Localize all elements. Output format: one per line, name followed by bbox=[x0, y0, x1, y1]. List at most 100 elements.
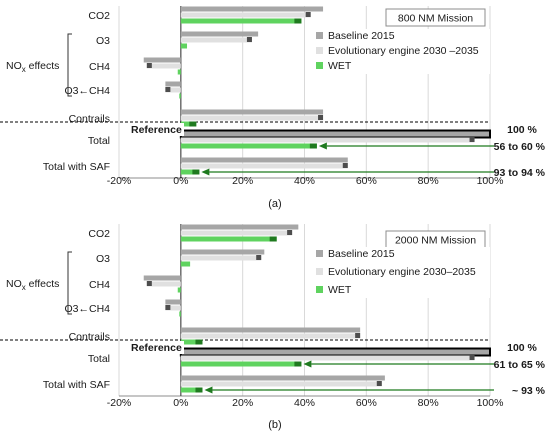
category-label: CH4 bbox=[89, 279, 110, 291]
bar-6-series-1 bbox=[180, 381, 382, 387]
x-tick-label: 20% bbox=[232, 175, 253, 187]
wet-end-marker bbox=[309, 143, 317, 149]
bar-6-series-0 bbox=[180, 157, 348, 163]
bar-5-series-0 bbox=[179, 129, 491, 139]
legend-bg bbox=[312, 29, 490, 74]
legend-label: Baseline 2015 bbox=[328, 30, 395, 42]
evolutionary-end-marker bbox=[469, 137, 475, 142]
wet-end-marker bbox=[192, 169, 200, 175]
annotation-arrowhead bbox=[201, 168, 210, 176]
bar-5-series-1 bbox=[180, 355, 475, 361]
wet-end-marker bbox=[195, 339, 203, 345]
bar-4-series-2 bbox=[180, 121, 197, 127]
bar-5-series-0 bbox=[179, 347, 491, 357]
bar-3-series-2 bbox=[179, 311, 181, 317]
annotation-label: 93 to 94 % bbox=[494, 167, 546, 179]
reference-label-bg bbox=[128, 123, 184, 136]
reference-value-label: 100 % bbox=[507, 124, 537, 136]
category-label: Total bbox=[88, 135, 110, 147]
bar-0-series-0 bbox=[180, 6, 324, 12]
evolutionary-end-marker bbox=[318, 115, 324, 120]
bar-0-series-2 bbox=[180, 18, 302, 24]
annotation-arrowhead bbox=[303, 360, 312, 368]
caption: (b) bbox=[268, 419, 281, 431]
bar-1-series-1 bbox=[180, 255, 262, 261]
bar-2-series-1 bbox=[146, 281, 181, 287]
x-tick-label: 20% bbox=[232, 397, 253, 409]
bar-0-series-1 bbox=[180, 230, 293, 236]
annotation-label: 56 to 60 % bbox=[494, 141, 546, 153]
bar-6-series-1 bbox=[180, 163, 348, 169]
bar-3-series-1 bbox=[165, 87, 181, 93]
evolutionary-end-marker bbox=[256, 255, 262, 260]
bar-4-series-2 bbox=[180, 339, 203, 345]
category-label: Total bbox=[88, 353, 110, 365]
bar-1-series-0 bbox=[180, 249, 265, 255]
chart-title: 800 NM Mission bbox=[398, 13, 473, 25]
legend-label: Baseline 2015 bbox=[328, 248, 395, 260]
category-label: O3 bbox=[96, 35, 110, 47]
caption: (a) bbox=[268, 198, 281, 210]
x-tick-label: 60% bbox=[356, 397, 377, 409]
bar-1-series-2 bbox=[180, 43, 188, 49]
legend-swatch bbox=[316, 32, 323, 39]
legend-label: Evolutionary engine 2030–2035 bbox=[328, 266, 476, 278]
x-tick-label: 100% bbox=[477, 397, 504, 409]
category-label: O3←CH4 bbox=[64, 85, 110, 97]
x-tick-label: 40% bbox=[294, 397, 315, 409]
bar-1-series-0 bbox=[180, 31, 259, 37]
group-label: NOx effects bbox=[6, 60, 59, 74]
x-tick-label: -20% bbox=[107, 397, 132, 409]
bar-0-series-1 bbox=[180, 12, 311, 18]
bar-5-series-2 bbox=[180, 361, 302, 367]
category-label: CO2 bbox=[88, 10, 110, 22]
annotation-arrowhead bbox=[204, 386, 213, 394]
evolutionary-end-marker bbox=[246, 37, 252, 42]
bar-4-series-0 bbox=[180, 109, 324, 115]
category-label: Contrails bbox=[69, 113, 110, 125]
bar-1-series-2 bbox=[180, 261, 191, 267]
evolutionary-end-marker bbox=[469, 355, 475, 360]
bar-2-series-1 bbox=[146, 63, 181, 69]
x-tick-label: 80% bbox=[418, 397, 439, 409]
x-tick-label: 0% bbox=[173, 175, 188, 187]
bar-4-series-1 bbox=[180, 115, 324, 121]
bar-6-series-2 bbox=[180, 387, 203, 393]
bar-2-series-0 bbox=[143, 275, 181, 281]
evolutionary-end-marker bbox=[165, 305, 171, 310]
evolutionary-end-marker bbox=[287, 230, 293, 235]
bar-3-series-0 bbox=[165, 81, 181, 87]
category-label: CO2 bbox=[88, 228, 110, 240]
x-tick-label: 80% bbox=[418, 175, 439, 187]
evolutionary-end-marker bbox=[146, 63, 152, 68]
legend-label: WET bbox=[328, 284, 352, 296]
bar-4-series-0 bbox=[180, 327, 361, 333]
chart-title: 2000 NM Mission bbox=[395, 235, 476, 247]
bar-2-series-0 bbox=[143, 57, 181, 63]
legend-swatch bbox=[316, 250, 323, 257]
legend-swatch bbox=[316, 62, 323, 69]
evolutionary-end-marker bbox=[305, 12, 311, 17]
evolutionary-end-marker bbox=[146, 281, 152, 286]
reference-label: Reference bbox=[131, 342, 182, 354]
category-label: Total with SAF bbox=[43, 161, 110, 173]
bar-0-series-2 bbox=[180, 236, 277, 242]
bar-2-series-2 bbox=[177, 287, 181, 293]
chart-panel-1: -20% 0% 20% 40% 60% 80% 100% CO2 O3 CH4 O3←CH4 Cont… bbox=[0, 6, 546, 210]
legend-label: WET bbox=[328, 60, 352, 72]
group-label: NOx effects bbox=[6, 278, 59, 292]
wet-end-marker bbox=[195, 387, 203, 393]
legend-bg bbox=[312, 247, 490, 298]
legend-swatch bbox=[316, 286, 323, 293]
category-label: CH4 bbox=[89, 61, 110, 73]
nox-bracket bbox=[67, 251, 72, 315]
wet-end-marker bbox=[269, 236, 277, 242]
wet-end-marker bbox=[189, 121, 197, 127]
wet-end-marker bbox=[294, 18, 302, 24]
annotation-label: 61 to 65 % bbox=[494, 359, 546, 371]
nox-bracket bbox=[67, 33, 72, 97]
category-label: O3 bbox=[96, 253, 110, 265]
evolutionary-end-marker bbox=[355, 333, 361, 338]
bar-6-series-2 bbox=[180, 169, 200, 175]
